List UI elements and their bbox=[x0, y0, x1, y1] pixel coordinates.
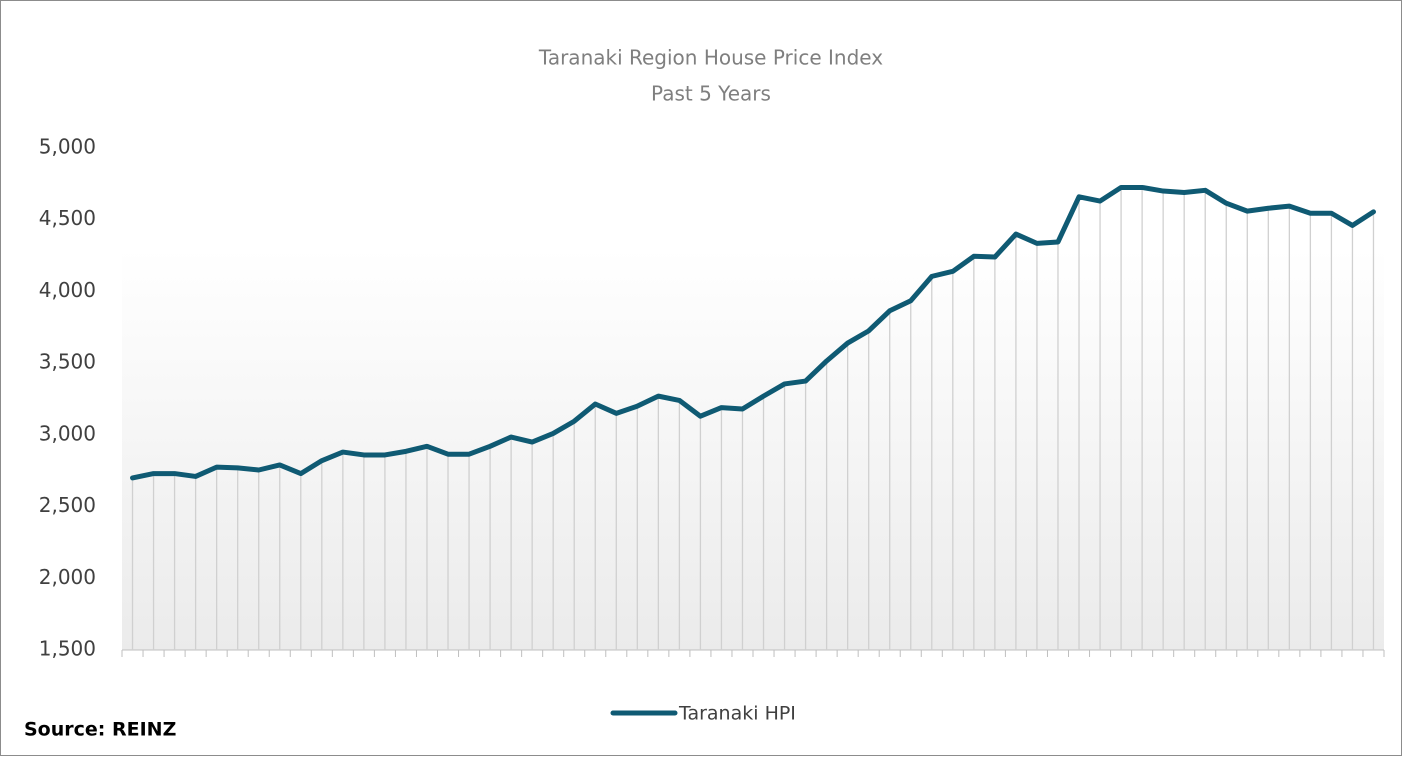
y-tick-label: 4,000 bbox=[39, 278, 96, 302]
chart-title: Taranaki Region House Price Index bbox=[538, 46, 883, 70]
y-tick-label: 2,000 bbox=[39, 565, 96, 589]
series-line bbox=[130, 184, 1376, 481]
chart-subtitle: Past 5 Years bbox=[651, 82, 771, 106]
plot-background bbox=[122, 148, 1384, 650]
y-tick-label: 3,500 bbox=[39, 350, 96, 374]
y-tick-label: 3,000 bbox=[39, 421, 96, 445]
source-note: Source: REINZ bbox=[24, 719, 176, 741]
y-tick-label: 5,000 bbox=[39, 135, 96, 159]
y-tick-label: 2,500 bbox=[39, 493, 96, 517]
y-tick-label: 4,500 bbox=[39, 206, 96, 230]
y-tick-label: 1,500 bbox=[39, 637, 96, 661]
legend-label: Taranaki HPI bbox=[678, 703, 796, 725]
